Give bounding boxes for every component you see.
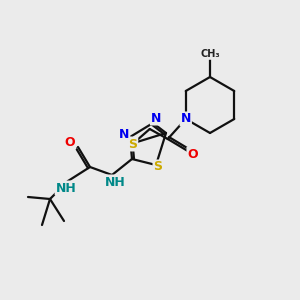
Text: CH₃: CH₃ (200, 49, 220, 59)
Text: N: N (181, 112, 191, 125)
Text: O: O (65, 136, 75, 148)
Text: N: N (151, 112, 161, 124)
Text: N: N (119, 128, 129, 140)
Text: O: O (188, 148, 198, 160)
Text: NH: NH (105, 176, 125, 188)
Text: S: S (128, 137, 137, 151)
Text: S: S (154, 160, 163, 173)
Text: NH: NH (56, 182, 76, 194)
